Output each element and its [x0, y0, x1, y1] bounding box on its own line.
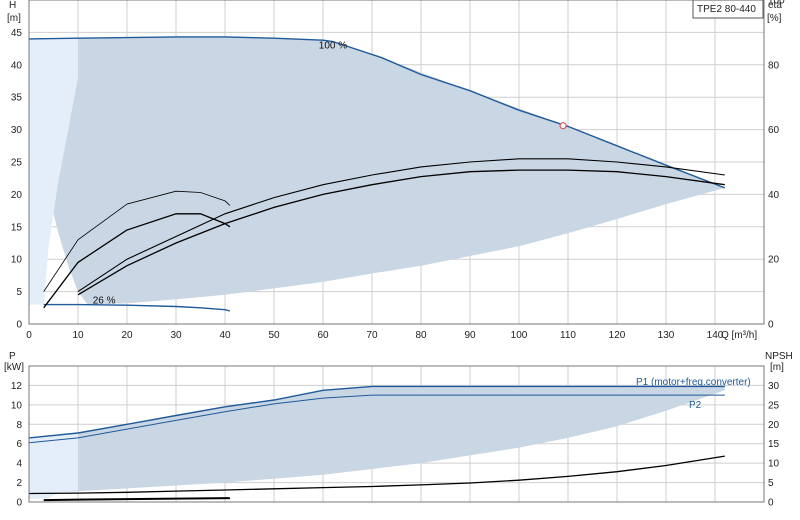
y-left-tick-label: 6: [16, 439, 22, 450]
h-curve-100pct: [28, 36, 726, 189]
y-right-axis-name: NPSH: [765, 351, 793, 362]
model-label-text: TPE2 80-440: [697, 4, 756, 15]
y-right-tick-label: 80: [768, 60, 780, 71]
y-right-tick-label: 20: [768, 420, 780, 431]
p2-series-label: P2: [689, 400, 702, 411]
y-left-tick-label: 30: [11, 125, 23, 136]
x-axis-label: Q [m³/h]: [721, 330, 757, 341]
x-tick-label: 100: [511, 330, 528, 341]
y-right-axis-unit: [m]: [770, 362, 784, 373]
x-tick-label: 130: [658, 330, 675, 341]
eta-curve-lower: [77, 169, 725, 296]
y-right-tick-label: 25: [768, 400, 780, 411]
duty-point-marker: [559, 122, 567, 130]
p-curve-26pct: [43, 497, 230, 502]
power-region-area: [48, 386, 725, 499]
x-tick-label: 0: [26, 330, 32, 341]
x-tick-label: 110: [560, 330, 576, 341]
y-left-tick-label: 5: [16, 287, 22, 298]
y-right-tick-label: 15: [768, 439, 780, 450]
power-low-flow-area: [29, 433, 78, 500]
x-tick-label: 140: [707, 330, 724, 341]
y-left-tick-label: 10: [11, 400, 23, 411]
y-left-tick-label: 20: [11, 190, 23, 201]
y-left-tick-label: 10: [11, 255, 23, 266]
h-curve-26pct: [43, 190, 231, 292]
x-tick-label: 70: [366, 330, 378, 341]
y-left-tick-label: 25: [11, 158, 23, 169]
y-right-tick-label: 10: [768, 459, 780, 470]
x-tick-label: 90: [464, 330, 476, 341]
x-tick-label: 40: [219, 330, 231, 341]
y-right-tick-label: 0: [768, 498, 774, 509]
y-left-axis-name: H: [9, 0, 16, 11]
h-curve-min: [43, 303, 231, 312]
x-tick-label: 30: [170, 330, 182, 341]
y-right-tick-label: 5: [768, 478, 774, 489]
y-left-tick-label: 4: [16, 459, 22, 470]
annotation-100pct: 100 %: [319, 40, 347, 51]
y-left-tick-label: 40: [11, 60, 23, 71]
model-label-box: [692, 0, 764, 19]
y-left-tick-label: 2: [16, 478, 22, 489]
annotation-26pct: 26 %: [93, 296, 116, 307]
npsh-curve: [28, 455, 725, 495]
p2-curve: [28, 394, 725, 444]
y-right-tick-label: 30: [768, 381, 780, 392]
y-left-tick-label: 12: [11, 381, 23, 392]
y-left-tick-label: 35: [11, 93, 23, 104]
y-left-axis-unit: [kW]: [4, 362, 24, 373]
p1-series-label: P1 (motor+freq.converter): [636, 377, 751, 388]
plot-frame-top: [28, 0, 765, 325]
low-flow-region-area: [29, 38, 78, 305]
x-tick-label: 60: [317, 330, 329, 341]
y-left-tick-label: 45: [11, 28, 23, 39]
p1-curve: [28, 385, 725, 439]
x-tick-label: 50: [268, 330, 280, 341]
y-right-tick-label: 60: [768, 125, 780, 136]
y-right-tick-label: 20: [768, 255, 780, 266]
x-tick-label: 10: [72, 330, 84, 341]
x-tick-label: 80: [415, 330, 427, 341]
y-right-tick-label: 0: [768, 320, 774, 331]
y-right-axis-unit: [%]: [767, 13, 782, 24]
x-tick-label: 20: [121, 330, 133, 341]
y-right-tick-label: 100: [768, 0, 785, 7]
y-left-axis-unit: [m]: [7, 13, 21, 24]
y-left-tick-label: 8: [16, 420, 22, 431]
y-right-axis-name: eta: [768, 0, 782, 11]
y-right-tick-label: 40: [768, 190, 780, 201]
y-left-axis-name: P: [9, 351, 16, 362]
y-left-tick-label: 15: [11, 222, 23, 233]
x-tick-label: 120: [609, 330, 626, 341]
operating-region-area: [29, 36, 725, 305]
eta-curve-upper: [77, 158, 725, 293]
y-left-tick-label: 0: [16, 320, 22, 331]
y-left-tick-label: 0: [16, 498, 22, 509]
plot-frame-bottom: [28, 365, 765, 503]
